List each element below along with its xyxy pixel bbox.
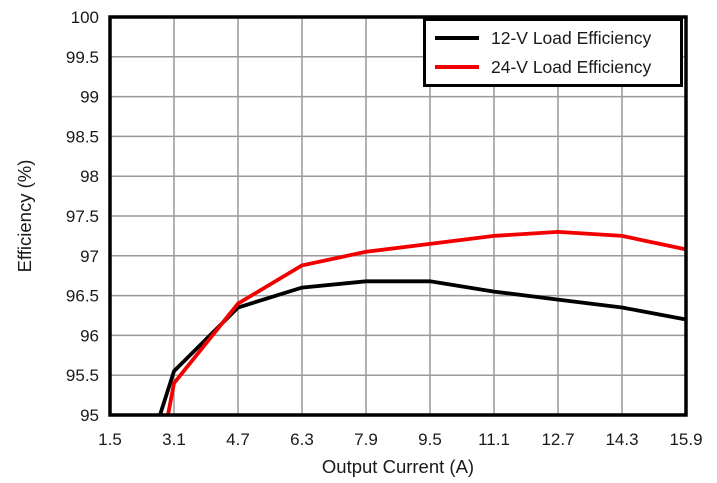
- y-tick-label: 100: [71, 8, 99, 27]
- y-tick-label: 96.5: [66, 287, 99, 306]
- y-tick-label: 95.5: [66, 366, 99, 385]
- y-tick-label: 97: [80, 247, 99, 266]
- y-tick-label: 96: [80, 326, 99, 345]
- x-tick-label: 9.5: [418, 430, 442, 449]
- data-series: [158, 229, 687, 416]
- y-axis-title: Efficiency (%): [14, 160, 35, 273]
- x-tick-label: 7.9: [354, 430, 378, 449]
- x-tick-label: 14.3: [605, 430, 638, 449]
- legend-line-swatch-24v: [435, 65, 479, 69]
- y-tick-label: 99.5: [66, 48, 99, 67]
- x-tick-label: 6.3: [290, 430, 314, 449]
- x-axis-tick-labels: 1.5 3.1 4.7 6.3 7.9 9.5 11.1 12.7 14.3 15.9: [98, 430, 702, 449]
- legend-label-24v: 24-V Load Efficiency: [491, 56, 652, 77]
- legend: 12-V Load Efficiency 24-V Load Efficienc…: [423, 18, 683, 87]
- legend-entry-12v: 12-V Load Efficiency: [435, 26, 671, 50]
- x-tick-label: 15.9: [669, 430, 702, 449]
- x-tick-label: 3.1: [162, 430, 186, 449]
- x-tick-label: 1.5: [98, 430, 122, 449]
- x-tick-label: 12.7: [541, 430, 574, 449]
- x-tick-label: 4.7: [226, 430, 250, 449]
- series-line-24v: [166, 229, 687, 416]
- legend-entry-24v: 24-V Load Efficiency: [435, 55, 671, 79]
- x-axis-title: Output Current (A): [322, 456, 474, 477]
- legend-label-12v: 12-V Load Efficiency: [491, 27, 652, 48]
- y-tick-label: 98.5: [66, 127, 99, 146]
- y-tick-label: 95: [80, 406, 99, 425]
- y-tick-label: 98: [80, 167, 99, 186]
- y-tick-label: 97.5: [66, 207, 99, 226]
- y-axis-tick-labels: 95 95.5 96 96.5 97 97.5 98 98.5 99 99.5 100: [66, 8, 99, 425]
- x-tick-label: 11.1: [478, 430, 510, 449]
- y-tick-label: 99: [80, 88, 99, 107]
- series-line-12v: [158, 279, 687, 416]
- plot-frame: [108, 15, 688, 417]
- legend-line-swatch-12v: [435, 36, 479, 40]
